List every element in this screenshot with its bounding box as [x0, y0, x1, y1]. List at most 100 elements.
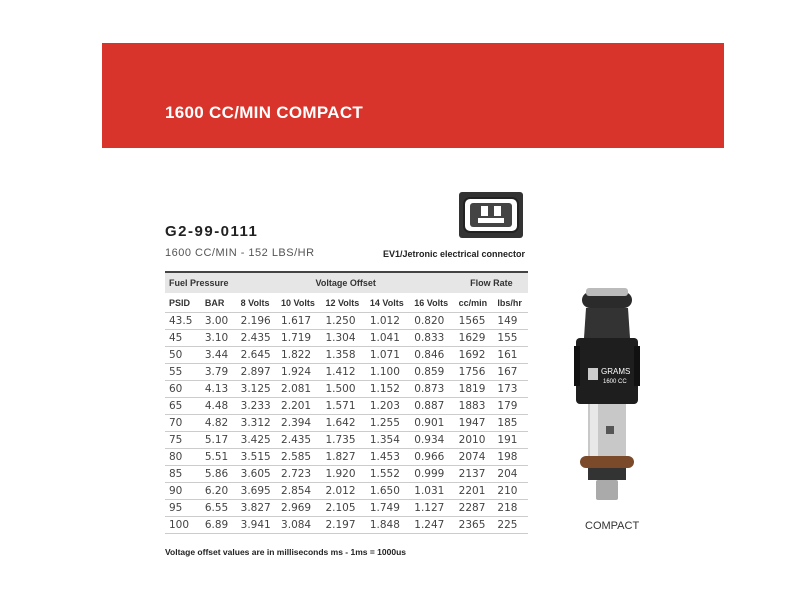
table-row: 55 3.79 2.897 1.924 1.412 1.100 0.859 1756 167: [165, 363, 528, 381]
table-cell: 210: [493, 482, 528, 500]
table-cell: 2.645: [236, 346, 278, 364]
table-cell: 0.859: [410, 363, 455, 381]
group-header-flow-rate: Flow Rate: [454, 272, 528, 293]
table-row: 70 4.82 3.312 2.394 1.642 1.255 0.901 1947 185: [165, 414, 528, 432]
table-row: 100 6.89 3.941 3.084 2.197 1.848 1.247 2365 225: [165, 516, 528, 534]
table-cell: 1.822: [277, 346, 322, 364]
table-cell: 90: [165, 482, 201, 500]
part-number: G2-99-0111: [165, 223, 259, 240]
table-cell: 4.82: [200, 414, 237, 432]
table-cell: 2.897: [236, 363, 278, 381]
table-cell: 1.012: [365, 312, 411, 330]
table-cell: 1.127: [410, 499, 455, 517]
table-cell: 2.435: [277, 431, 322, 449]
table-cell: 1.031: [410, 482, 455, 500]
table-cell: 179: [493, 397, 528, 415]
table-cell: 95: [165, 499, 201, 517]
table-row: 43.5 3.00 2.196 1.617 1.250 1.012 0.820 1565 149: [165, 312, 528, 330]
column-header: 12 Volts: [321, 293, 366, 313]
flow-data-table: Fuel Pressure Voltage Offset Flow Rate P…: [165, 271, 528, 534]
table-cell: 2.201: [277, 397, 322, 415]
table-cell: 3.00: [200, 312, 237, 330]
table-cell: 3.233: [236, 397, 278, 415]
table-cell: 4.13: [200, 380, 237, 398]
table-row: 80 5.51 3.515 2.585 1.827 1.453 0.966 2074 198: [165, 448, 528, 466]
table-cell: 3.827: [236, 499, 278, 517]
table-cell: 2.081: [277, 380, 322, 398]
table-cell: 55: [165, 363, 201, 381]
footnote: Voltage offset values are in millisecond…: [165, 547, 407, 557]
table-cell: 3.10: [200, 329, 237, 347]
table-row: 90 6.20 3.695 2.854 2.012 1.650 1.031 2201 210: [165, 482, 528, 500]
table-cell: 3.084: [277, 516, 322, 534]
table-cell: 0.999: [410, 465, 455, 483]
column-header: 8 Volts: [236, 293, 278, 313]
table-cell: 173: [493, 380, 528, 398]
table-cell: 1883: [454, 397, 494, 415]
table-cell: 1.152: [365, 380, 411, 398]
table-cell: 0.820: [410, 312, 455, 330]
table-cell: 0.873: [410, 380, 455, 398]
table-cell: 1.719: [277, 329, 322, 347]
table-cell: 2287: [454, 499, 494, 517]
table-cell: 1.650: [365, 482, 411, 500]
table-cell: 0.846: [410, 346, 455, 364]
connector-label: EV1/Jetronic electrical connector: [383, 249, 526, 259]
table-cell: 3.515: [236, 448, 278, 466]
column-header: cc/min: [454, 293, 494, 313]
table-cell: 60: [165, 380, 201, 398]
table-cell: 2074: [454, 448, 494, 466]
table-cell: 149: [493, 312, 528, 330]
table-cell: 5.17: [200, 431, 237, 449]
table-cell: 155: [493, 329, 528, 347]
table-cell: 191: [493, 431, 528, 449]
table-cell: 1692: [454, 346, 494, 364]
table-cell: 1947: [454, 414, 494, 432]
table-cell: 2.196: [236, 312, 278, 330]
table-cell: 4.48: [200, 397, 237, 415]
table-cell: 80: [165, 448, 201, 466]
table-cell: 6.89: [200, 516, 237, 534]
table-cell: 1.100: [365, 363, 411, 381]
table-cell: 218: [493, 499, 528, 517]
table-cell: 0.934: [410, 431, 455, 449]
table-cell: 3.605: [236, 465, 278, 483]
table-cell: 1.827: [321, 448, 366, 466]
table-cell: 2010: [454, 431, 494, 449]
table-cell: 185: [493, 414, 528, 432]
table-cell: 2.197: [321, 516, 366, 534]
table-cell: 1629: [454, 329, 494, 347]
table-cell: 1.617: [277, 312, 322, 330]
injector-image: GRAMS 1600 CC: [574, 288, 640, 500]
table-row: 85 5.86 3.605 2.723 1.920 1.552 0.999 2137 204: [165, 465, 528, 483]
table-cell: 3.125: [236, 380, 278, 398]
table-cell: 2.394: [277, 414, 322, 432]
table-row: 65 4.48 3.233 2.201 1.571 1.203 0.887 1883 179: [165, 397, 528, 415]
table-cell: 0.901: [410, 414, 455, 432]
table-cell: 3.425: [236, 431, 278, 449]
table-cell: 161: [493, 346, 528, 364]
table-cell: 198: [493, 448, 528, 466]
table-cell: 1819: [454, 380, 494, 398]
svg-text:1600 CC: 1600 CC: [603, 379, 627, 385]
table-cell: 0.966: [410, 448, 455, 466]
column-header: lbs/hr: [493, 293, 528, 313]
table-row: 75 5.17 3.425 2.435 1.735 1.354 0.934 2010 191: [165, 431, 528, 449]
table-cell: 2.105: [321, 499, 366, 517]
column-header: PSID: [165, 293, 201, 313]
table-cell: 1.924: [277, 363, 322, 381]
table-cell: 85: [165, 465, 201, 483]
table-cell: 225: [493, 516, 528, 534]
table-cell: 45: [165, 329, 201, 347]
table-cell: 1.920: [321, 465, 366, 483]
table-cell: 3.312: [236, 414, 278, 432]
table-cell: 1.203: [365, 397, 411, 415]
table-cell: 2.854: [277, 482, 322, 500]
table-cell: 1.642: [321, 414, 366, 432]
column-header: 10 Volts: [277, 293, 322, 313]
connector-icon: [459, 192, 523, 238]
table-cell: 2.435: [236, 329, 278, 347]
table-cell: 2365: [454, 516, 494, 534]
table-cell: 1.304: [321, 329, 366, 347]
table-cell: 1756: [454, 363, 494, 381]
